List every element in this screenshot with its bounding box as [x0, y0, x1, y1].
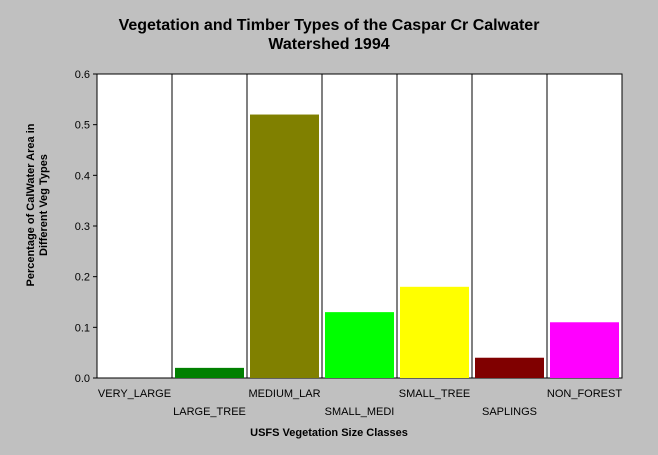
chart-title-line-1: Vegetation and Timber Types of the Caspa… — [118, 17, 540, 34]
chart-title: Vegetation and Timber Types of the Caspa… — [0, 16, 658, 54]
bar-small-tree — [400, 286, 469, 378]
y-tick-label: 0.6 — [75, 69, 90, 81]
y-tick-label: 0.2 — [75, 272, 90, 284]
x-tick-label: MEDIUM_LAR — [248, 388, 320, 400]
bar-large-tree — [175, 367, 244, 378]
x-tick-label: VERY_LARGE — [98, 388, 171, 400]
x-tick-label: SMALL_MEDI — [325, 406, 395, 418]
grid-lines — [171, 74, 548, 378]
bar-small-medi — [325, 312, 394, 378]
y-tick-label: 0.1 — [75, 322, 90, 334]
x-tick-label: SAPLINGS — [482, 406, 537, 418]
y-tick-label: 0.4 — [75, 170, 90, 182]
chart-title-line-2: Watershed 1994 — [268, 36, 390, 53]
bar-medium-lar — [250, 114, 319, 379]
x-tick-label: SMALL_TREE — [399, 388, 471, 400]
x-axis-label: USFS Vegetation Size Classes — [250, 427, 408, 439]
x-tick-label: NON_FOREST — [547, 388, 622, 400]
y-axis-ticks: 0.0 0.1 0.2 0.3 0.4 0.5 0.6 — [75, 69, 97, 385]
bar-non-forest — [550, 322, 619, 378]
x-tick-label: LARGE_TREE — [173, 406, 246, 418]
bar-saplings — [475, 357, 544, 378]
bars — [175, 114, 619, 379]
y-tick-label: 0.5 — [75, 120, 90, 132]
y-tick-label: 0.0 — [75, 373, 90, 385]
y-tick-label: 0.3 — [75, 221, 90, 233]
